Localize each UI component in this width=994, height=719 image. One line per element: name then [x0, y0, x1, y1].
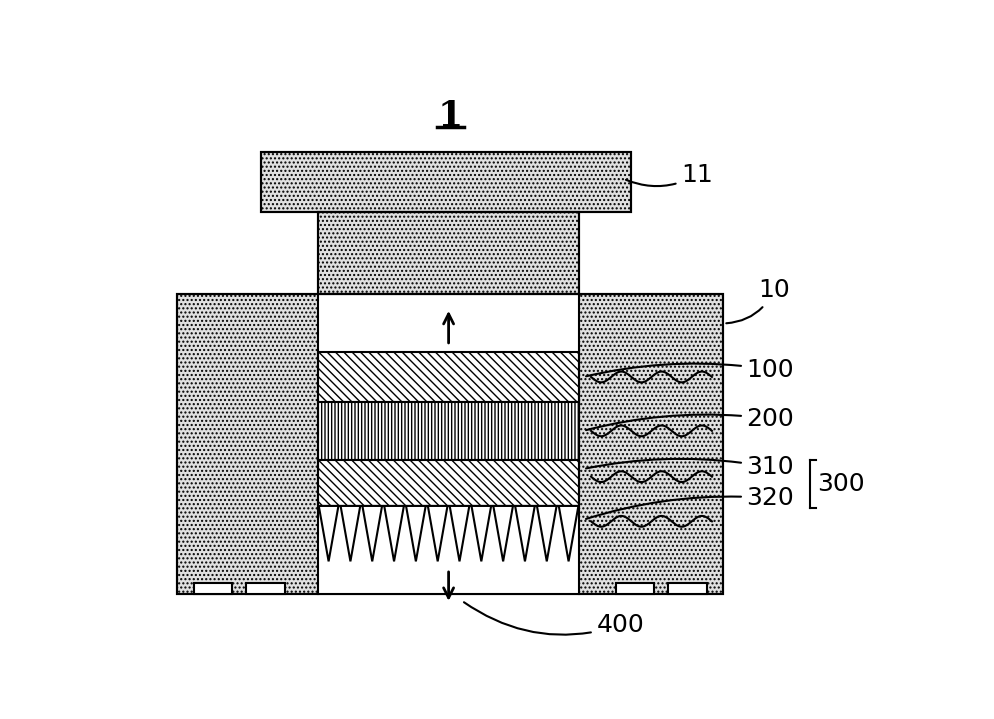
- Bar: [318, 212, 580, 294]
- Text: 200: 200: [586, 407, 794, 431]
- Text: 320: 320: [586, 486, 794, 519]
- Polygon shape: [515, 506, 535, 562]
- Bar: [318, 352, 580, 402]
- Bar: [318, 459, 580, 506]
- Bar: [177, 294, 724, 595]
- Polygon shape: [559, 506, 579, 562]
- Bar: [261, 152, 631, 212]
- Bar: [615, 583, 654, 595]
- Bar: [247, 583, 284, 595]
- Polygon shape: [341, 506, 360, 562]
- Text: 400: 400: [464, 603, 644, 637]
- Bar: [318, 212, 580, 294]
- Bar: [668, 583, 707, 595]
- Bar: [261, 152, 631, 212]
- Polygon shape: [407, 506, 425, 562]
- Polygon shape: [471, 506, 491, 562]
- Text: 300: 300: [817, 472, 864, 496]
- Polygon shape: [363, 506, 382, 562]
- Polygon shape: [427, 506, 447, 562]
- Bar: [318, 294, 580, 352]
- Polygon shape: [449, 506, 469, 562]
- Bar: [318, 294, 580, 595]
- Bar: [194, 583, 233, 595]
- Polygon shape: [493, 506, 513, 562]
- Text: 1: 1: [437, 99, 463, 132]
- Text: 10: 10: [727, 278, 790, 324]
- Polygon shape: [319, 506, 338, 562]
- Polygon shape: [385, 506, 404, 562]
- Text: 100: 100: [586, 357, 794, 382]
- Bar: [177, 294, 724, 595]
- Bar: [318, 402, 580, 459]
- Text: 310: 310: [586, 455, 794, 480]
- Polygon shape: [537, 506, 557, 562]
- Text: 11: 11: [626, 162, 713, 187]
